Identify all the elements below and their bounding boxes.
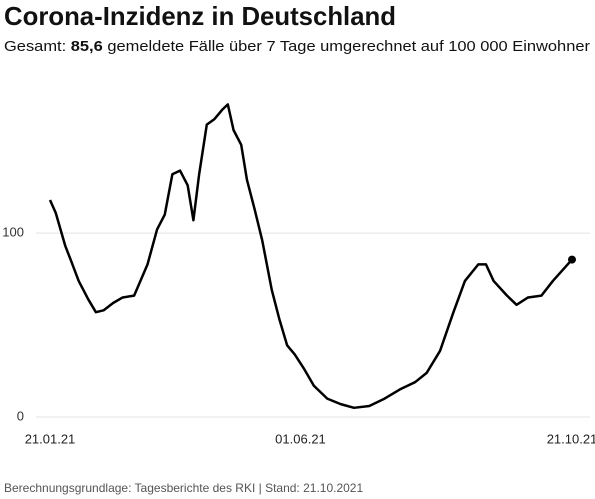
x-tick-label: 21.01.21 — [25, 431, 76, 446]
subtitle-highlight: 85,6 — [71, 39, 103, 55]
x-tick-label: 01.06.21 — [275, 431, 326, 446]
source-note: Berechnungsgrundlage: Tagesberichte des … — [4, 481, 363, 495]
y-tick-label: 100 — [2, 225, 24, 240]
subtitle-part: Gesamt: — [4, 39, 71, 55]
end-point — [568, 255, 576, 264]
y-tick-label: 0 — [17, 408, 24, 423]
subtitle-part: gemeldete Fälle über 7 Tage umgerechnet … — [103, 39, 590, 55]
chart-title: Corona-Inzidenz in Deutschland — [4, 1, 396, 31]
chart-subtitle: Gesamt: 85,6 gemeldete Fälle über 7 Tage… — [4, 39, 590, 55]
x-tick-label: 21.10.21 — [547, 431, 595, 446]
data-line — [48, 103, 573, 410]
